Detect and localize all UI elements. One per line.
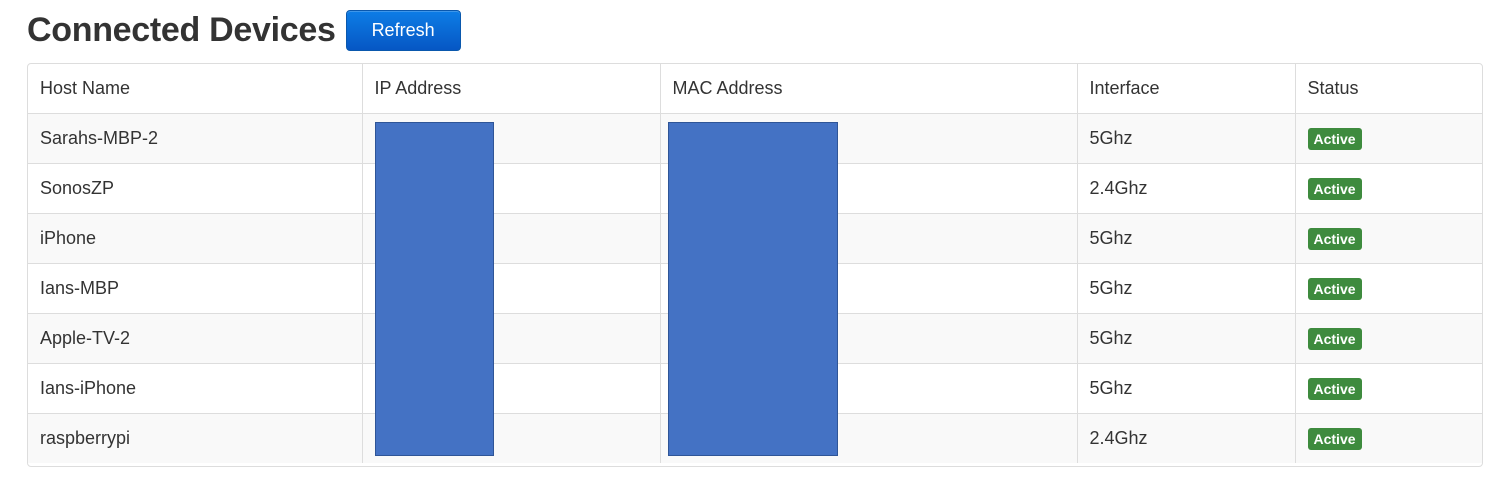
- column-header-status: Status: [1294, 64, 1482, 114]
- table-row: iPhone 5Ghz Active: [28, 213, 1482, 264]
- table-row: Ians-MBP 5Ghz Active: [28, 263, 1482, 314]
- status-badge: Active: [1307, 127, 1362, 150]
- mac-address-redaction: [668, 122, 838, 456]
- table-row: Sarahs-MBP-2 5Ghz Active: [28, 113, 1482, 164]
- ip-address-cell: [361, 113, 660, 164]
- table-header-row: Host Name IP Address MAC Address Interfa…: [28, 64, 1482, 114]
- host-name-cell: Apple-TV-2: [28, 313, 362, 364]
- page-title: Connected Devices: [27, 11, 336, 49]
- status-badge: Active: [1307, 277, 1362, 300]
- interface-cell: 2.4Ghz: [1076, 163, 1295, 214]
- interface-cell: 5Ghz: [1076, 113, 1295, 164]
- status-badge: Active: [1307, 327, 1362, 350]
- host-name-cell: SonosZP: [28, 163, 362, 214]
- status-cell: Active: [1294, 163, 1482, 214]
- status-cell: Active: [1294, 363, 1482, 414]
- column-header-mac-address: MAC Address: [659, 64, 1077, 114]
- table-row: Ians-iPhone 5Ghz Active: [28, 363, 1482, 414]
- column-header-ip-address: IP Address: [361, 64, 660, 114]
- host-name-cell: raspberrypi: [28, 413, 362, 463]
- status-cell: Active: [1294, 313, 1482, 364]
- interface-cell: 2.4Ghz: [1076, 413, 1295, 463]
- status-cell: Active: [1294, 113, 1482, 164]
- status-badge: Active: [1307, 427, 1362, 450]
- host-name-cell: iPhone: [28, 213, 362, 264]
- table-row: Apple-TV-2 5Ghz Active: [28, 313, 1482, 364]
- status-cell: Active: [1294, 213, 1482, 264]
- interface-cell: 5Ghz: [1076, 213, 1295, 264]
- page-header: Connected Devices Refresh: [27, 8, 461, 52]
- host-name-cell: Sarahs-MBP-2: [28, 113, 362, 164]
- column-header-host-name: Host Name: [40, 78, 131, 98]
- host-name-cell: Ians-MBP: [28, 263, 362, 314]
- status-cell: Active: [1294, 263, 1482, 314]
- refresh-button[interactable]: Refresh: [345, 9, 461, 51]
- interface-cell: 5Ghz: [1076, 263, 1295, 314]
- status-cell: Active: [1294, 413, 1482, 463]
- status-badge: Active: [1307, 377, 1362, 400]
- status-badge: Active: [1307, 177, 1362, 200]
- column-header-interface: Interface: [1076, 64, 1295, 114]
- ip-address-redaction: [375, 122, 494, 456]
- status-badge: Active: [1307, 227, 1362, 250]
- interface-cell: 5Ghz: [1076, 313, 1295, 364]
- host-name-cell: Ians-iPhone: [28, 363, 362, 414]
- interface-cell: 5Ghz: [1076, 363, 1295, 414]
